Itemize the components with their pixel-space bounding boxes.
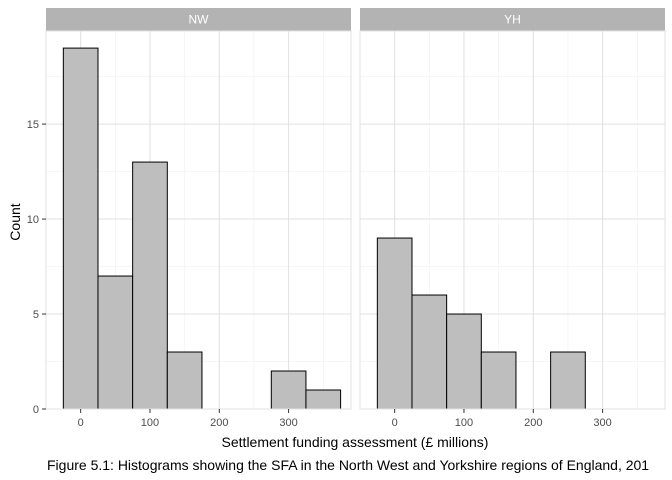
x-tick-label: 0	[392, 417, 398, 429]
x-tick-label: 300	[279, 417, 297, 429]
y-tick-label: 5	[33, 309, 39, 321]
panel-border	[359, 30, 666, 410]
x-axis: 0 100 200 300 0 100 200 300	[78, 409, 612, 429]
facet-panel-nw: NW	[45, 8, 352, 410]
histogram-bar	[132, 161, 168, 410]
x-tick-label: 100	[455, 417, 473, 429]
facet-strip	[46, 8, 351, 31]
x-tick-label: 300	[593, 417, 611, 429]
histogram-bar	[97, 275, 134, 410]
histogram-bar	[376, 237, 413, 410]
histogram-bar	[480, 351, 517, 410]
histogram-bar	[411, 294, 448, 410]
y-tick-label: 0	[33, 404, 39, 416]
x-tick-label: 0	[78, 417, 84, 429]
histogram-bar	[62, 47, 99, 410]
histogram-bar	[305, 389, 342, 410]
facet-strip	[360, 8, 665, 31]
y-tick-label: 15	[27, 119, 39, 131]
y-tick-label: 10	[27, 214, 39, 226]
facet-strip-label: YH	[504, 13, 521, 27]
facet-panel-yh: YH	[359, 8, 666, 410]
histogram-bar	[270, 370, 307, 410]
x-tick-label: 200	[210, 417, 228, 429]
panels-layer: NW YH	[45, 8, 666, 410]
histogram-bar	[166, 351, 203, 410]
facet-strip-label: NW	[189, 13, 210, 27]
y-axis-title: Count	[7, 203, 23, 240]
histogram-bar	[550, 351, 586, 410]
panel-border	[45, 30, 352, 410]
figure-caption: Figure 5.1: Histograms showing the SFA i…	[47, 457, 650, 473]
x-axis-title: Settlement funding assessment (£ million…	[222, 434, 489, 450]
y-axis: 0 5 10 15	[27, 119, 46, 416]
x-tick-label: 200	[524, 417, 542, 429]
histogram-bar	[446, 313, 482, 410]
x-tick-label: 100	[141, 417, 159, 429]
